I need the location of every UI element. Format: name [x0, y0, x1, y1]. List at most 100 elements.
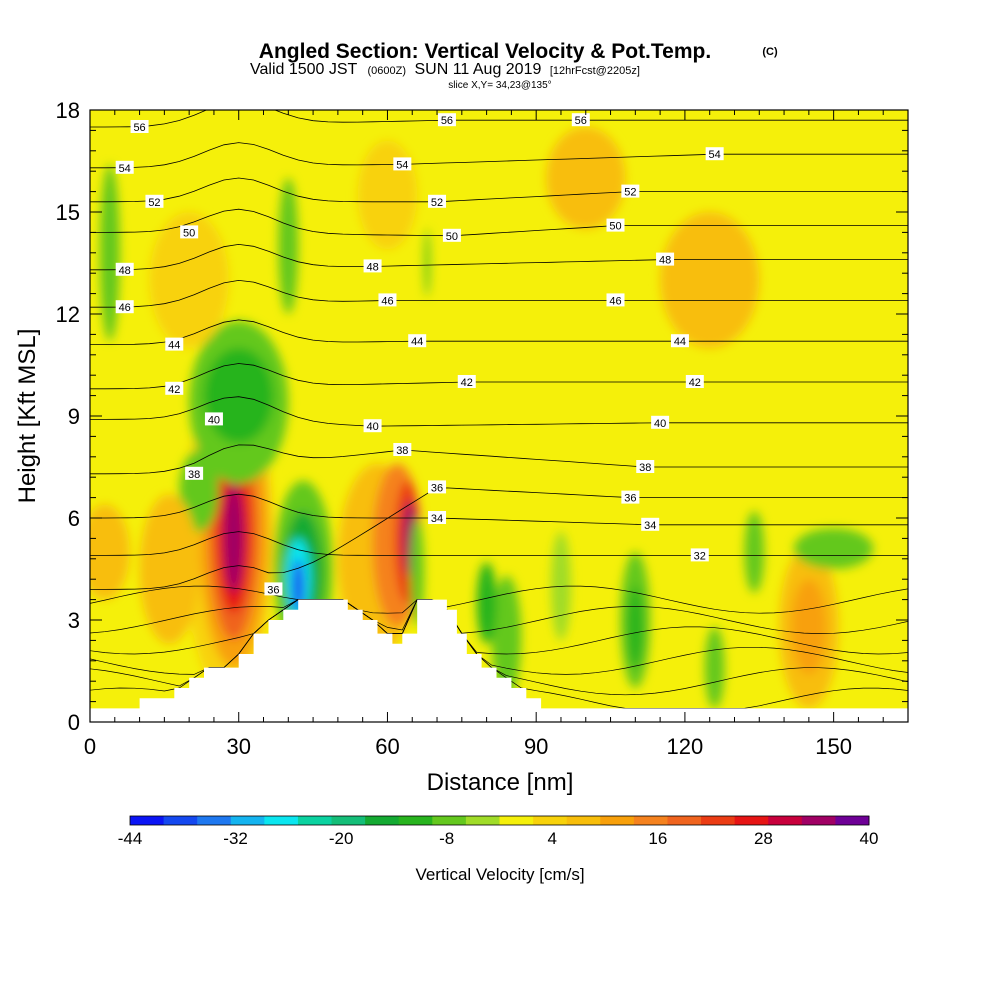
contour-label-box: [428, 511, 447, 524]
potential-temperature-contours: [90, 110, 908, 709]
colorbar-swatch: [197, 816, 232, 825]
x-tick-label: 150: [815, 734, 852, 759]
velocity-cell: [149, 212, 229, 348]
contour-label-box: [408, 334, 427, 348]
contour-line: [90, 142, 908, 169]
x-axis: 0 30 60 90 120 150: [84, 110, 909, 759]
contour-label: 38: [393, 443, 412, 457]
velocity-cell: [90, 504, 130, 600]
valid-utc: (0600Z): [367, 65, 406, 77]
contour-line: [90, 110, 908, 128]
colorbar-tick-label: 4: [548, 829, 557, 848]
velocity-cell: [551, 531, 571, 641]
terrain: [90, 599, 908, 722]
contour-label-text: 56: [133, 122, 145, 134]
contour-label-box: [690, 548, 709, 562]
y-axis-label: Height [Kft MSL]: [14, 329, 41, 504]
contour-label: 46: [606, 293, 625, 307]
contour-label-box: [393, 443, 412, 456]
contour-label: 44: [670, 334, 689, 348]
contour-label: 50: [442, 228, 461, 243]
contour-label-text: 48: [119, 265, 131, 277]
contour-label-text: 42: [168, 384, 180, 396]
y-tick-label: 9: [68, 404, 80, 429]
contour-label: 56: [571, 113, 590, 127]
colorbar-swatch: [801, 816, 836, 825]
contour-label-box: [204, 412, 223, 426]
contour-label-text: 44: [168, 340, 180, 352]
x-tick-label: 0: [84, 734, 96, 759]
colorbar-tick-label: -32: [223, 829, 248, 848]
contour-label-box: [685, 375, 704, 388]
contour-label-text: 44: [411, 336, 423, 348]
x-tick-label: 30: [226, 734, 250, 759]
velocity-cell: [139, 494, 200, 644]
contour-label-text: 50: [183, 227, 195, 239]
contour-label-text: 42: [689, 377, 701, 389]
contour-line: [90, 599, 908, 675]
contour-label: 54: [115, 160, 134, 175]
velocity-cell: [793, 528, 874, 569]
contour-label-text: 44: [674, 336, 686, 348]
valid-date: SUN 11 Aug 2019: [414, 61, 541, 78]
contour-label-text: 34: [644, 520, 656, 532]
contour-line: [90, 279, 908, 308]
contour-label-text: 36: [624, 493, 636, 505]
contour-label-text: 56: [441, 115, 453, 127]
contour-label-box: [606, 293, 625, 307]
contour-label-text: 46: [381, 295, 393, 307]
y-tick-label: 3: [68, 608, 80, 633]
y-tick-label: 12: [56, 302, 80, 327]
contour-label: 42: [685, 375, 704, 389]
contour-label: 50: [606, 218, 625, 233]
contour-line: [90, 599, 908, 655]
contour-label-text: 46: [609, 295, 621, 307]
contour-label-text: 36: [267, 584, 279, 596]
colorbar-swatch: [163, 816, 198, 825]
colorbar-swatch: [533, 816, 568, 825]
contour-label: 36: [428, 480, 447, 494]
colorbar-swatch: [835, 816, 870, 825]
x-tick-label: 120: [667, 734, 704, 759]
colorbar-tick-label: 16: [648, 829, 667, 848]
velocity-cell: [491, 575, 522, 699]
contour-label: 42: [457, 375, 476, 389]
contour-label: 40: [204, 412, 223, 426]
contour-line: [90, 487, 908, 590]
contour-line: [90, 319, 908, 345]
contour-label-box: [705, 147, 724, 161]
contour-label-box: [670, 334, 689, 348]
valid-line: Valid 1500 JST (0600Z) SUN 11 Aug 2019 […: [250, 61, 640, 78]
colorbar-swatch: [398, 816, 433, 825]
colorbar-tick-label: 40: [860, 829, 879, 848]
contour-label: 54: [393, 157, 412, 171]
contour-label-text: 40: [366, 421, 378, 433]
contour-label: 44: [408, 334, 427, 348]
colorbar-swatch: [130, 816, 165, 825]
velocity-cell: [424, 229, 431, 297]
colorbar-swatch: [432, 816, 467, 825]
contour-labels: 56 56 56 54 54 54 52 52 52 50 50 50 48 48 48 46 46 46 44 44…: [115, 113, 724, 596]
colorbar-tick-label: -8: [439, 829, 454, 848]
forecast-label: [12hrFcst@2205z]: [550, 65, 640, 77]
colorbar-label: Vertical Velocity [cm/s]: [415, 865, 584, 884]
x-tick-label: 60: [375, 734, 399, 759]
contour-label-box: [393, 157, 412, 171]
velocity-cell: [476, 562, 497, 644]
velocity-cell: [278, 178, 299, 314]
contour-label: 48: [115, 262, 134, 277]
contour-label-text: 48: [366, 261, 378, 273]
contour-label: 56: [130, 120, 149, 134]
colorbar-swatch: [734, 816, 769, 825]
contour-label-text: 38: [639, 462, 651, 474]
colorbar-swatch: [365, 816, 400, 825]
contour-label-text: 32: [694, 550, 706, 562]
contour-label-box: [378, 293, 397, 307]
contour-label-box: [636, 460, 655, 473]
contour-label-box: [571, 113, 590, 127]
contour-label-box: [185, 466, 204, 480]
contour-line: [90, 243, 908, 271]
contour-label-box: [621, 184, 640, 198]
